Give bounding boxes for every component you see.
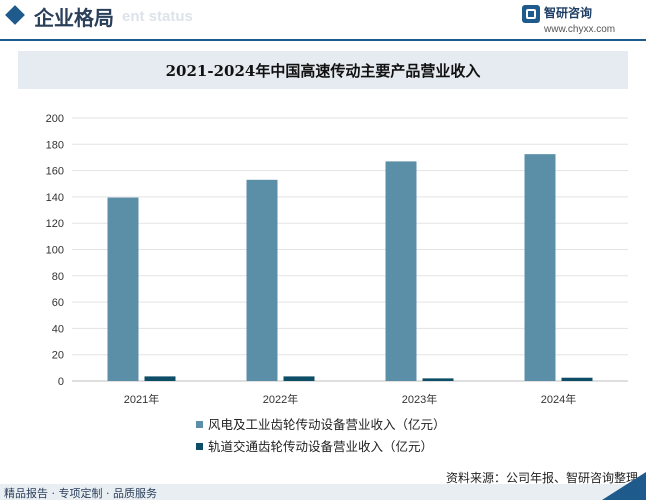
y-tick-label: 20 [52, 350, 64, 362]
legend-swatch-2 [196, 443, 203, 450]
y-tick-label: 100 [46, 245, 64, 257]
brand-url: www.chyxx.com [544, 24, 616, 35]
x-tick-label: 2023年 [402, 392, 437, 406]
bar-series-2-1 [144, 376, 176, 381]
y-tick-label: 60 [52, 297, 64, 309]
y-tick-label: 140 [46, 192, 64, 204]
chart-legend: 风电及工业齿轮传动设备营业收入（亿元） 轨道交通齿轮传动设备营业收入（亿元） [196, 414, 446, 458]
brand-logo-block: 智研咨询 www.chyxx.com [522, 3, 632, 37]
bar-series-2-4 [561, 377, 593, 381]
y-tick-label: 200 [46, 113, 64, 125]
legend-label-2: 轨道交通齿轮传动设备营业收入（亿元） [208, 439, 434, 454]
legend-item-series-1: 风电及工业齿轮传动设备营业收入（亿元） [196, 414, 446, 436]
footer-bar: 精品报告 · 专项定制 · 品质服务 [0, 484, 646, 500]
x-tick-label: 2021年 [124, 392, 159, 406]
brand-name: 智研咨询 [544, 6, 593, 20]
header-divider [0, 39, 646, 41]
y-tick-label: 160 [46, 166, 64, 178]
legend-label-1: 风电及工业齿轮传动设备营业收入（亿元） [208, 417, 446, 432]
bar-series-1-4 [524, 154, 556, 381]
footer-tagline: 精品报告 · 专项定制 · 品质服务 [4, 487, 157, 500]
bar-series-1-2 [246, 179, 278, 381]
section-subtitle-en: ent status [122, 8, 193, 25]
legend-swatch-1 [196, 421, 203, 428]
legend-item-series-2: 轨道交通齿轮传动设备营业收入（亿元） [196, 436, 446, 458]
y-tick-label: 0 [58, 376, 64, 388]
y-tick-label: 80 [52, 271, 64, 283]
x-tick-label: 2024年 [541, 392, 576, 406]
y-tick-label: 180 [46, 139, 64, 151]
bar-series-1-3 [385, 161, 417, 381]
bar-series-1-1 [107, 197, 139, 381]
brand-logo-icon [522, 5, 540, 23]
bar-chart: 0 20 40 60 80 100 120 140 160 180 200 2021年 2022年 202… [46, 113, 628, 406]
chart-title-box: 2021-2024年中国高速传动主要产品营业收入 [18, 51, 628, 89]
y-tick-label: 40 [52, 323, 64, 335]
diamond-icon [5, 5, 25, 25]
section-title: 企业格局 [34, 6, 114, 30]
bar-series-2-3 [422, 378, 454, 381]
x-tick-label: 2022年 [263, 392, 298, 406]
page-header: 企业格局 ent status 智研咨询 www.chyxx.com [0, 0, 646, 41]
chart-title: 2021-2024年中国高速传动主要产品营业收入 [165, 62, 481, 80]
data-source: 资料来源：公司年报、智研咨询整理 [445, 471, 638, 485]
y-tick-label: 120 [46, 218, 64, 230]
bar-series-2-2 [283, 376, 315, 381]
